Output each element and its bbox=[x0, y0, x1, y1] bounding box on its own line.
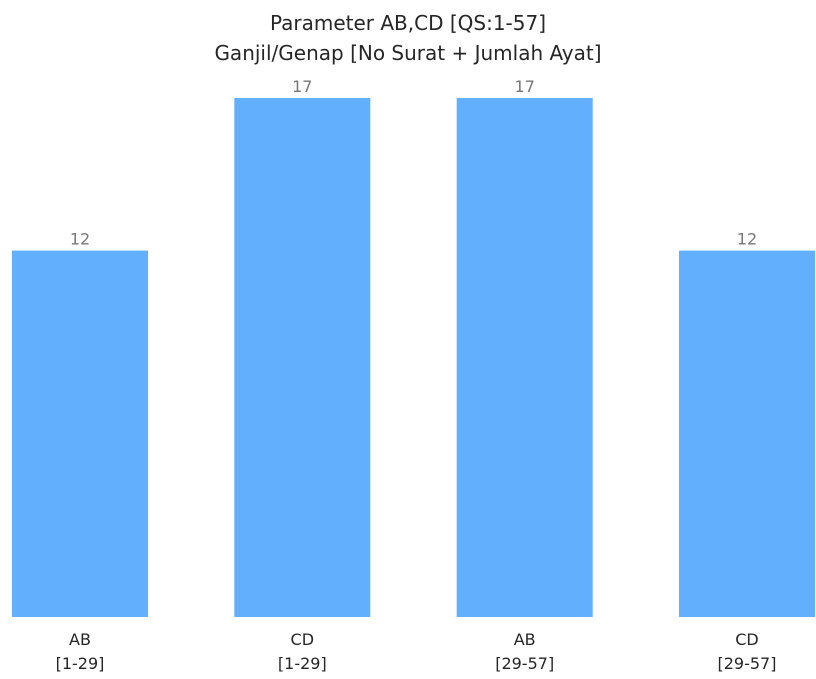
x-tick-label-1: CD [1-29] bbox=[278, 630, 327, 673]
x-tick-label-line: [1-29] bbox=[56, 654, 105, 673]
bar-1 bbox=[234, 98, 371, 617]
x-tick-labels-group: AB [1-29] CD [1-29] AB [29-57] CD [29-57] bbox=[56, 630, 777, 673]
x-tick-label-0: AB [1-29] bbox=[56, 630, 105, 673]
data-label-3: 12 bbox=[737, 230, 757, 249]
x-tick-label-line: CD bbox=[735, 630, 759, 649]
x-tick-label-line: CD bbox=[291, 630, 315, 649]
data-label-2: 17 bbox=[515, 77, 535, 96]
x-tick-label-3: CD [29-57] bbox=[718, 630, 777, 673]
data-label-1: 17 bbox=[292, 77, 312, 96]
x-tick-label-line: AB bbox=[69, 630, 91, 649]
bar-0 bbox=[12, 250, 148, 617]
data-labels-group: 12 17 17 12 bbox=[70, 77, 757, 249]
x-tick-label-line: AB bbox=[514, 630, 536, 649]
x-tick-label-line: [29-57] bbox=[718, 654, 777, 673]
bars-group bbox=[12, 98, 815, 617]
chart-subtitle: Ganjil/Genap [No Surat + Jumlah Ayat] bbox=[214, 41, 601, 65]
x-tick-label-line: [1-29] bbox=[278, 654, 327, 673]
chart-title: Parameter AB,CD [QS:1-57] bbox=[270, 11, 546, 35]
bar-2 bbox=[456, 98, 593, 617]
x-tick-label-2: AB [29-57] bbox=[495, 630, 554, 673]
x-tick-label-line: [29-57] bbox=[495, 654, 554, 673]
data-label-0: 12 bbox=[70, 230, 90, 249]
bar-3 bbox=[679, 250, 815, 617]
